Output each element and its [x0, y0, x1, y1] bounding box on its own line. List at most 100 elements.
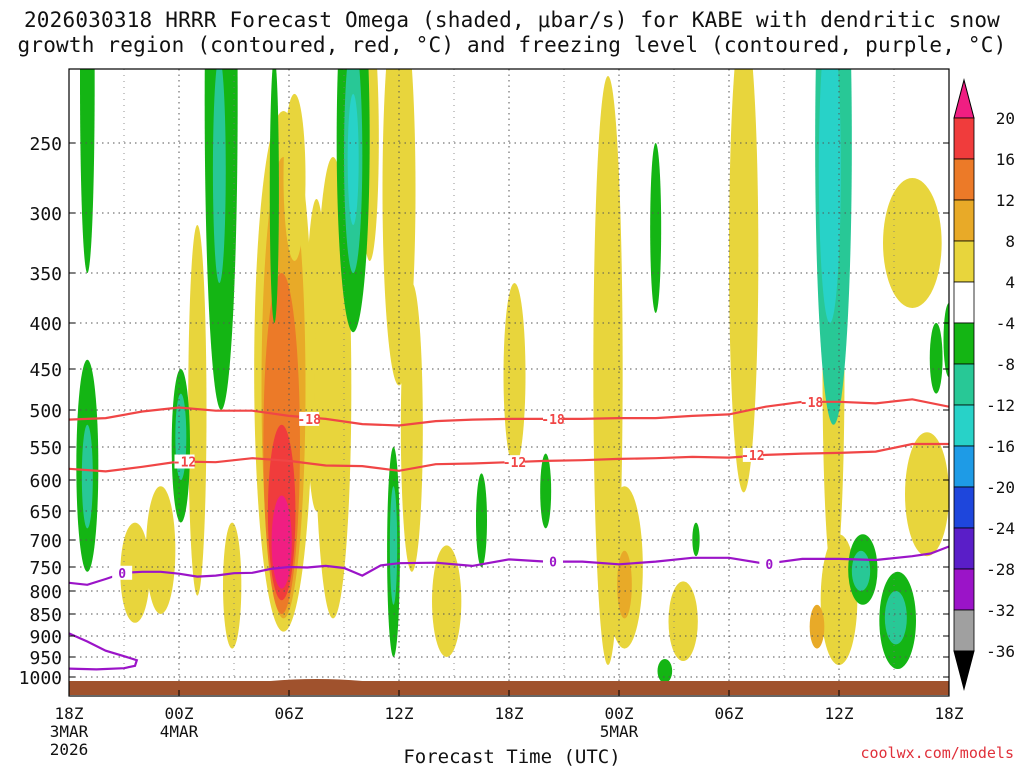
- contour-label: -12: [503, 456, 526, 471]
- colorbar-swatch: [953, 404, 975, 447]
- omega-region--8: [389, 486, 398, 605]
- omega-region-4: [617, 550, 632, 619]
- y-tick-label: 850: [29, 605, 62, 626]
- omega-region-4: [729, 69, 759, 493]
- colorbar-label: 4: [1005, 273, 1015, 292]
- contour-label-bg: [299, 411, 320, 426]
- y-tick-label: 250: [29, 134, 62, 155]
- colorbar-swatch: [953, 609, 975, 652]
- colorbar-label: -12: [986, 396, 1015, 415]
- contour-label: -12: [173, 456, 196, 471]
- omega-region-4: [503, 283, 526, 467]
- y-tick-label: 650: [29, 502, 62, 523]
- omega-region--4: [657, 659, 673, 683]
- omega-region-8: [809, 604, 825, 649]
- x-tick-label: 18Z: [935, 704, 964, 723]
- contour-label-bg: [742, 447, 763, 462]
- colorbar-label: -36: [986, 642, 1015, 661]
- omega-region-4: [146, 486, 176, 614]
- omega-region-4: [223, 522, 242, 649]
- contour-label: -18: [800, 396, 824, 411]
- x-tick-label: 18Z: [55, 704, 84, 723]
- colorbar-label: 12: [996, 191, 1015, 210]
- chart-title-line-2: growth region (contoured, red, °C) and f…: [17, 33, 1007, 57]
- colorbar-swatch: [953, 199, 975, 242]
- omega-region--4: [929, 323, 943, 394]
- contour-label-bg: [759, 556, 780, 571]
- colorbar-label: -24: [986, 519, 1015, 538]
- colorbar-swatch: [953, 363, 975, 406]
- colorbar-swatch: [953, 158, 975, 201]
- credit-link[interactable]: coolwx.com/models: [860, 744, 1014, 762]
- omega-region--4: [80, 69, 95, 273]
- contour-label: -18: [297, 413, 321, 428]
- colorbar-bottom-triangle: [953, 650, 975, 691]
- colorbar-label: -16: [986, 437, 1015, 456]
- colorbar: 20 16 12 8 4 -4 -8 -12 -16 -20 -24 -28 -32 -36: [953, 78, 1015, 691]
- omega-region--4: [269, 69, 279, 323]
- omega-region-4: [812, 0, 830, 57]
- contour-label-bg: [543, 411, 563, 426]
- y-tick-label: 800: [29, 582, 62, 603]
- y-tick-label: 350: [29, 264, 62, 285]
- colorbar-swatch: [953, 117, 975, 160]
- omega-region--8: [884, 591, 907, 645]
- x-date-label: 4MAR: [160, 722, 199, 741]
- colorbar-swatch: [953, 281, 975, 324]
- colorbar-label: -20: [986, 478, 1015, 497]
- colorbar-label: -4: [996, 314, 1015, 333]
- omega-region--4: [476, 473, 487, 567]
- colorbar-label: 8: [1005, 232, 1015, 251]
- y-tick-label: 600: [29, 471, 62, 492]
- contour-label-bg: [801, 394, 822, 409]
- colorbar-label: 20: [996, 109, 1015, 128]
- y-tick-label: 500: [29, 401, 62, 422]
- y-tick-label: 900: [29, 627, 62, 648]
- omega-region--8: [212, 69, 226, 283]
- y-tick-label: 700: [29, 531, 62, 552]
- contour-label-bg: [543, 554, 563, 569]
- contour-lines: -18 -18 -18 -12 -12 -12 0 0 0: [69, 394, 949, 671]
- omega-region-4: [905, 432, 949, 557]
- colorbar-top-triangle: [953, 78, 975, 119]
- colorbar-label: -28: [986, 560, 1015, 579]
- x-year-label: 2026: [50, 740, 89, 759]
- omega-region-4: [283, 93, 306, 261]
- omega-region-20: [271, 495, 292, 589]
- contour-label: -12: [741, 449, 764, 464]
- contour-label: 0: [765, 558, 773, 573]
- contour-label: 0: [549, 556, 557, 571]
- y-tick-label: 1000: [19, 668, 62, 689]
- omega-region--4: [650, 143, 662, 313]
- omega-region-4: [400, 283, 423, 572]
- x-date-label: 5MAR: [600, 722, 639, 741]
- colorbar-swatch: [953, 240, 975, 283]
- y-tick-label: 550: [29, 438, 62, 459]
- x-tick-label: 12Z: [825, 704, 854, 723]
- contour-label-bg: [112, 565, 133, 580]
- terrain-bump: [270, 679, 363, 681]
- y-tick-label: 300: [29, 204, 62, 225]
- omega-region--8: [851, 550, 871, 592]
- contour-label-bg: [504, 455, 525, 470]
- y-tick-label: 750: [29, 558, 62, 579]
- x-tick-label: 00Z: [605, 704, 634, 723]
- omega-region--4: [943, 303, 949, 378]
- chart-title-line-1: 2026030318 HRRR Forecast Omega (shaded, …: [23, 8, 1001, 32]
- contour-line: [69, 632, 139, 671]
- colorbar-swatch: [953, 568, 975, 611]
- colorbar-label: 16: [996, 150, 1015, 169]
- contour-label-bg: [174, 454, 195, 469]
- colorbar-swatch: [953, 322, 975, 365]
- x-axis-title: Forecast Time (UTC): [403, 746, 621, 768]
- y-tick-label: 450: [29, 360, 62, 381]
- omega-region--4: [540, 453, 552, 529]
- omega-region--12: [818, 69, 841, 323]
- x-tick-label: 12Z: [385, 704, 414, 723]
- contour-label: 0: [118, 567, 126, 582]
- y-axis: 2503003504004505005506006507007508008509…: [19, 134, 949, 689]
- omega-region--4: [692, 522, 700, 557]
- colorbar-swatch: [953, 486, 975, 529]
- omega-region-4: [820, 534, 858, 665]
- omega-region-4: [188, 224, 207, 596]
